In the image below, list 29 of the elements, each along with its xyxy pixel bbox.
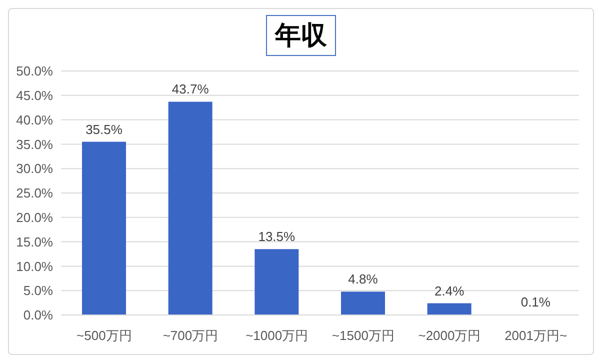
x-tick-label: ~2000万円 [418,328,481,344]
y-tick-label: 30.0% [16,161,54,176]
y-tick-label: 50.0% [16,64,54,79]
bar [254,249,299,315]
bar [427,303,472,315]
x-tick-label: 2001万円~ [504,328,568,344]
data-label: 35.5% [86,122,123,137]
x-tick-label: ~1500万円 [332,328,394,344]
data-label: 13.5% [258,229,296,244]
bar [341,292,385,315]
y-tick-label: 15.0% [16,234,54,250]
y-tick-label: 10.0% [16,258,54,274]
y-tick-label: 20.0% [16,210,54,226]
data-label: 4.8% [348,272,378,287]
bar [168,102,212,315]
bar [82,142,126,315]
data-label: 43.7% [172,82,210,97]
y-tick-label: 0.0% [23,308,54,323]
x-tick-label: ~1000万円 [246,328,308,344]
y-tick-label: 40.0% [16,112,54,128]
x-tick-label: ~500万円 [76,328,132,344]
y-tick-label: 25.0% [16,186,54,201]
y-tick-label: 5.0% [23,283,54,298]
y-tick-label: 45.0% [16,88,54,104]
chart-title: 年収 [266,14,336,56]
y-tick-label: 35.0% [16,136,54,152]
data-label: 2.4% [434,283,465,298]
x-tick-label: ~700万円 [162,328,218,344]
data-label: 0.1% [520,294,551,310]
